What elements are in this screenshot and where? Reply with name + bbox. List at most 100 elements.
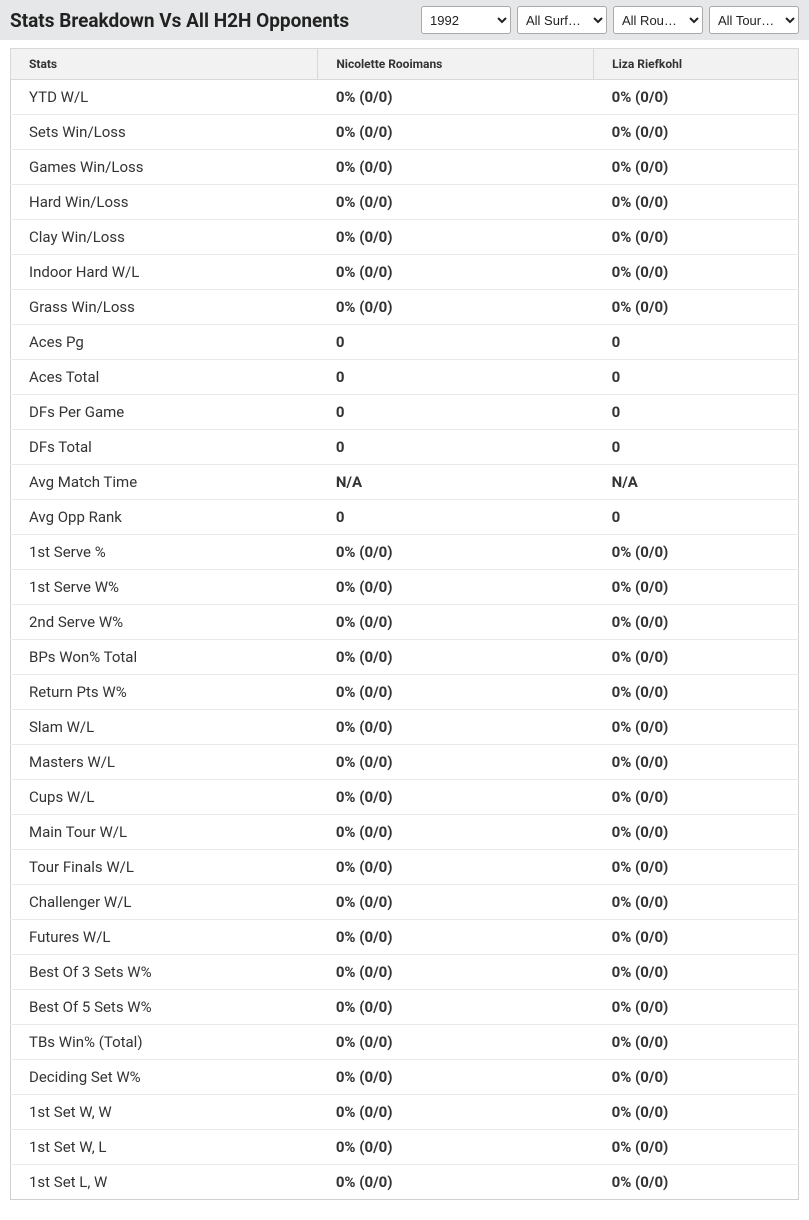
table-row: Futures W/L0% (0/0)0% (0/0) (11, 920, 799, 955)
table-row: Aces Pg00 (11, 325, 799, 360)
stat-value-player1: 0% (0/0) (318, 80, 594, 115)
table-row: Avg Match TimeN/AN/A (11, 465, 799, 500)
stat-label: Indoor Hard W/L (11, 255, 318, 290)
stat-label: Sets Win/Loss (11, 115, 318, 150)
stat-label: 2nd Serve W% (11, 605, 318, 640)
stat-value-player2: 0 (594, 325, 799, 360)
stat-value-player2: 0% (0/0) (594, 745, 799, 780)
stat-value-player1: 0% (0/0) (318, 1025, 594, 1060)
stat-value-player2: 0% (0/0) (594, 885, 799, 920)
stat-value-player2: 0% (0/0) (594, 1095, 799, 1130)
stat-value-player1: 0% (0/0) (318, 885, 594, 920)
col-stats: Stats (11, 49, 318, 80)
stat-value-player1: 0% (0/0) (318, 290, 594, 325)
surface-select[interactable]: All Surf… (517, 6, 607, 34)
stat-value-player2: 0 (594, 395, 799, 430)
table-row: Sets Win/Loss0% (0/0)0% (0/0) (11, 115, 799, 150)
table-row: Best Of 3 Sets W%0% (0/0)0% (0/0) (11, 955, 799, 990)
page-title: Stats Breakdown Vs All H2H Opponents (10, 9, 415, 32)
stat-value-player2: 0% (0/0) (594, 290, 799, 325)
tour-select[interactable]: All Tour… (709, 6, 799, 34)
year-select[interactable]: 1992 (421, 6, 511, 34)
stat-label: 1st Set W, W (11, 1095, 318, 1130)
table-row: YTD W/L0% (0/0)0% (0/0) (11, 80, 799, 115)
stat-value-player1: 0 (318, 395, 594, 430)
stat-label: Aces Total (11, 360, 318, 395)
stat-value-player1: 0% (0/0) (318, 255, 594, 290)
stat-label: Aces Pg (11, 325, 318, 360)
round-select[interactable]: All Rou… (613, 6, 703, 34)
stat-label: Deciding Set W% (11, 1060, 318, 1095)
stat-value-player2: 0% (0/0) (594, 115, 799, 150)
stat-value-player2: 0 (594, 500, 799, 535)
table-header-row: Stats Nicolette Rooimans Liza Riefkohl (11, 49, 799, 80)
table-row: Games Win/Loss0% (0/0)0% (0/0) (11, 150, 799, 185)
stat-label: Best Of 3 Sets W% (11, 955, 318, 990)
stat-value-player2: 0% (0/0) (594, 1165, 799, 1200)
table-row: 1st Set W, W0% (0/0)0% (0/0) (11, 1095, 799, 1130)
stat-label: Avg Opp Rank (11, 500, 318, 535)
table-row: 1st Set L, W0% (0/0)0% (0/0) (11, 1165, 799, 1200)
stat-value-player1: 0% (0/0) (318, 185, 594, 220)
table-row: 2nd Serve W%0% (0/0)0% (0/0) (11, 605, 799, 640)
stat-value-player1: 0% (0/0) (318, 1130, 594, 1165)
stat-value-player2: 0 (594, 430, 799, 465)
stat-label: Games Win/Loss (11, 150, 318, 185)
stat-value-player2: 0% (0/0) (594, 710, 799, 745)
stat-label: Tour Finals W/L (11, 850, 318, 885)
stat-value-player2: 0 (594, 360, 799, 395)
stat-label: 1st Serve W% (11, 570, 318, 605)
stat-label: BPs Won% Total (11, 640, 318, 675)
table-row: Slam W/L0% (0/0)0% (0/0) (11, 710, 799, 745)
table-row: Hard Win/Loss0% (0/0)0% (0/0) (11, 185, 799, 220)
stat-value-player1: 0 (318, 500, 594, 535)
table-row: 1st Set W, L0% (0/0)0% (0/0) (11, 1130, 799, 1165)
table-row: Aces Total00 (11, 360, 799, 395)
stat-value-player1: 0% (0/0) (318, 1165, 594, 1200)
stats-table: Stats Nicolette Rooimans Liza Riefkohl Y… (10, 48, 799, 1200)
stat-value-player2: 0% (0/0) (594, 780, 799, 815)
stat-label: 1st Set L, W (11, 1165, 318, 1200)
table-row: Challenger W/L0% (0/0)0% (0/0) (11, 885, 799, 920)
stat-value-player1: 0 (318, 430, 594, 465)
stat-value-player1: N/A (318, 465, 594, 500)
table-row: DFs Total00 (11, 430, 799, 465)
stat-value-player1: 0% (0/0) (318, 920, 594, 955)
stat-label: Futures W/L (11, 920, 318, 955)
table-row: TBs Win% (Total)0% (0/0)0% (0/0) (11, 1025, 799, 1060)
stat-label: YTD W/L (11, 80, 318, 115)
stats-table-wrap: Stats Nicolette Rooimans Liza Riefkohl Y… (0, 40, 809, 1210)
stat-value-player2: 0% (0/0) (594, 185, 799, 220)
stat-value-player2: 0% (0/0) (594, 850, 799, 885)
table-row: Cups W/L0% (0/0)0% (0/0) (11, 780, 799, 815)
stat-label: Best Of 5 Sets W% (11, 990, 318, 1025)
stat-value-player2: N/A (594, 465, 799, 500)
stat-value-player2: 0% (0/0) (594, 220, 799, 255)
table-row: Best Of 5 Sets W%0% (0/0)0% (0/0) (11, 990, 799, 1025)
table-row: Avg Opp Rank00 (11, 500, 799, 535)
stat-value-player1: 0 (318, 360, 594, 395)
table-row: Deciding Set W%0% (0/0)0% (0/0) (11, 1060, 799, 1095)
stat-value-player1: 0% (0/0) (318, 745, 594, 780)
table-row: 1st Serve %0% (0/0)0% (0/0) (11, 535, 799, 570)
table-row: Main Tour W/L0% (0/0)0% (0/0) (11, 815, 799, 850)
stat-value-player2: 0% (0/0) (594, 570, 799, 605)
table-row: Indoor Hard W/L0% (0/0)0% (0/0) (11, 255, 799, 290)
stat-value-player1: 0% (0/0) (318, 815, 594, 850)
stat-value-player2: 0% (0/0) (594, 80, 799, 115)
table-row: Clay Win/Loss0% (0/0)0% (0/0) (11, 220, 799, 255)
stat-value-player1: 0% (0/0) (318, 710, 594, 745)
stat-label: DFs Total (11, 430, 318, 465)
stat-value-player1: 0% (0/0) (318, 570, 594, 605)
table-row: Tour Finals W/L0% (0/0)0% (0/0) (11, 850, 799, 885)
stat-label: 1st Serve % (11, 535, 318, 570)
stat-value-player1: 0% (0/0) (318, 640, 594, 675)
stat-label: Slam W/L (11, 710, 318, 745)
stat-value-player1: 0% (0/0) (318, 850, 594, 885)
stat-value-player2: 0% (0/0) (594, 675, 799, 710)
stat-value-player2: 0% (0/0) (594, 815, 799, 850)
filter-header: Stats Breakdown Vs All H2H Opponents 199… (0, 0, 809, 40)
stat-value-player2: 0% (0/0) (594, 150, 799, 185)
stat-value-player1: 0% (0/0) (318, 150, 594, 185)
stat-label: Grass Win/Loss (11, 290, 318, 325)
